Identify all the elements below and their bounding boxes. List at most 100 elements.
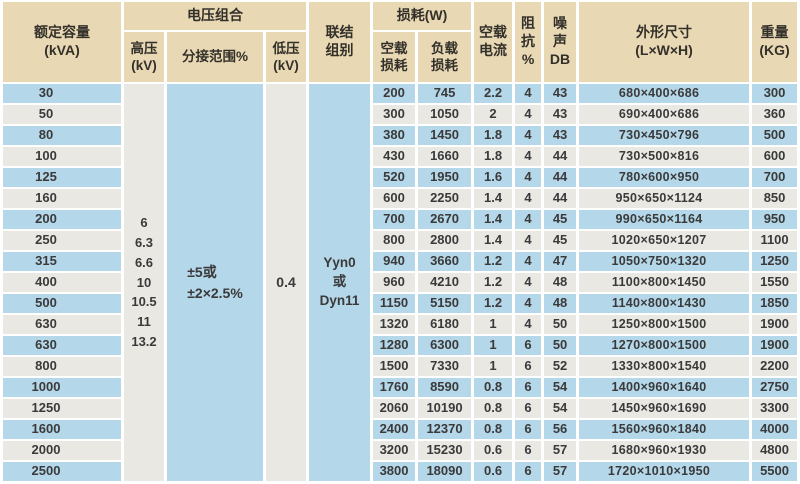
cell-connection-group: Yyn0 或 Dyn11: [309, 84, 371, 481]
header-row-2: 高压 (kV) 分接范围% 低压 (kV) 空载 损耗 负载 损耗: [3, 32, 797, 82]
cell-dimensions: 990×650×1164: [579, 210, 750, 229]
cell-impedance: 4: [515, 126, 542, 145]
cell-load-loss: 15230: [418, 441, 472, 460]
cell-load-loss: 745: [418, 84, 472, 103]
cell-load-loss: 5150: [418, 294, 472, 313]
cell-weight: 300: [752, 84, 798, 103]
cell-impedance: 4: [515, 231, 542, 250]
cell-impedance: 4: [515, 189, 542, 208]
cell-no-load-current: 2.2: [474, 84, 513, 103]
cell-load-loss: 7330: [418, 357, 472, 376]
cell-impedance: 4: [515, 147, 542, 166]
cell-no-load-loss: 2060: [373, 399, 416, 418]
cell-no-load-loss: 600: [373, 189, 416, 208]
header-row-1: 额定容量 (kVA) 电压组合 联结 组别 损耗(W) 空载 电流 阻 抗 % …: [3, 2, 798, 82]
table-row: 630 1320 6180 1 4 50 1250×800×1500 1900: [3, 315, 798, 334]
cell-weight: 850: [752, 189, 798, 208]
cell-no-load-loss: 200: [373, 84, 416, 103]
cell-weight: 600: [752, 147, 798, 166]
cell-weight: 360: [752, 105, 798, 124]
cell-no-load-current: 1: [474, 357, 513, 376]
cell-no-load-current: 1.6: [474, 168, 513, 187]
cell-weight: 1550: [752, 273, 798, 292]
cell-dimensions: 1270×800×1500: [579, 336, 750, 355]
cell-impedance: 4: [515, 84, 542, 103]
cell-noise: 56: [544, 420, 577, 439]
cell-weight: 4000: [752, 420, 798, 439]
cell-no-load-current: 1.4: [474, 189, 513, 208]
cell-no-load-loss: 1150: [373, 294, 416, 313]
cell-weight: 2200: [752, 357, 798, 376]
cell-impedance: 6: [515, 357, 542, 376]
cell-weight: 5500: [752, 462, 798, 481]
cell-capacity: 1000: [3, 378, 121, 397]
cell-impedance: 4: [515, 105, 542, 124]
header-voltage-combination: 电压组合: [124, 2, 307, 30]
cell-load-loss: 1660: [418, 147, 472, 166]
cell-noise: 44: [544, 189, 577, 208]
cell-noise: 45: [544, 231, 577, 250]
cell-noise: 44: [544, 147, 577, 166]
table-row: 160 600 2250 1.4 4 44 950×650×1124 850: [3, 189, 798, 208]
cell-dimensions: 1680×960×1930: [579, 441, 750, 460]
cell-dimensions: 950×650×1124: [579, 189, 750, 208]
cell-impedance: 4: [515, 210, 542, 229]
header-no-load-current: 空载 电流: [474, 2, 513, 82]
table-row: 200 700 2670 1.4 4 45 990×650×1164 950: [3, 210, 798, 229]
table-row: 315 940 3660 1.2 4 47 1050×750×1320 1250: [3, 252, 798, 271]
cell-capacity: 50: [3, 105, 121, 124]
cell-dimensions: 1330×800×1540: [579, 357, 750, 376]
cell-impedance: 6: [515, 378, 542, 397]
cell-load-loss: 1050: [418, 105, 472, 124]
cell-capacity: 250: [3, 231, 121, 250]
cell-capacity: 2000: [3, 441, 121, 460]
cell-capacity: 800: [3, 357, 121, 376]
cell-no-load-current: 0.8: [474, 420, 513, 439]
table-row: 630 1280 6300 1 6 50 1270×800×1500 1900: [3, 336, 798, 355]
cell-capacity: 1250: [3, 399, 121, 418]
cell-weight: 1100: [752, 231, 798, 250]
cell-dimensions: 730×500×816: [579, 147, 750, 166]
cell-weight: 1900: [752, 336, 798, 355]
cell-noise: 44: [544, 168, 577, 187]
cell-capacity: 160: [3, 189, 121, 208]
cell-load-loss: 10190: [418, 399, 472, 418]
table-body: 30 6 6.3 6.6 10 10.5 11 13.2 ±5或 ±2×2.5%…: [3, 84, 798, 481]
cell-no-load-loss: 520: [373, 168, 416, 187]
header-hv: 高压 (kV): [124, 32, 164, 82]
cell-no-load-current: 1.8: [474, 147, 513, 166]
cell-dimensions: 1400×960×1640: [579, 378, 750, 397]
table-row: 125 520 1950 1.6 4 44 780×600×950 700: [3, 168, 798, 187]
cell-capacity: 125: [3, 168, 121, 187]
cell-impedance: 4: [515, 315, 542, 334]
cell-load-loss: 4210: [418, 273, 472, 292]
cell-dimensions: 1140×800×1430: [579, 294, 750, 313]
table-row: 400 960 4210 1.2 4 48 1100×800×1450 1550: [3, 273, 798, 292]
cell-weight: 1900: [752, 315, 798, 334]
cell-no-load-loss: 3800: [373, 462, 416, 481]
cell-no-load-loss: 700: [373, 210, 416, 229]
cell-dimensions: 780×600×950: [579, 168, 750, 187]
cell-noise: 50: [544, 336, 577, 355]
cell-load-loss: 8590: [418, 378, 472, 397]
header-connection-group: 联结 组别: [309, 2, 371, 82]
cell-no-load-current: 1.2: [474, 252, 513, 271]
cell-lv-value: 0.4: [266, 84, 307, 481]
cell-impedance: 4: [515, 252, 542, 271]
cell-no-load-loss: 300: [373, 105, 416, 124]
cell-capacity: 630: [3, 315, 121, 334]
cell-no-load-current: 1.4: [474, 231, 513, 250]
cell-dimensions: 1100×800×1450: [579, 273, 750, 292]
cell-no-load-current: 0.6: [474, 462, 513, 481]
cell-impedance: 6: [515, 420, 542, 439]
header-no-load-loss: 空载 损耗: [373, 32, 416, 82]
cell-dimensions: 1720×1010×1950: [579, 462, 750, 481]
cell-weight: 2750: [752, 378, 798, 397]
cell-no-load-current: 1.8: [474, 126, 513, 145]
cell-load-loss: 6300: [418, 336, 472, 355]
table-row: 2000 3200 15230 0.6 6 57 1680×960×1930 4…: [3, 441, 798, 460]
cell-weight: 700: [752, 168, 798, 187]
cell-noise: 57: [544, 462, 577, 481]
cell-load-loss: 2250: [418, 189, 472, 208]
